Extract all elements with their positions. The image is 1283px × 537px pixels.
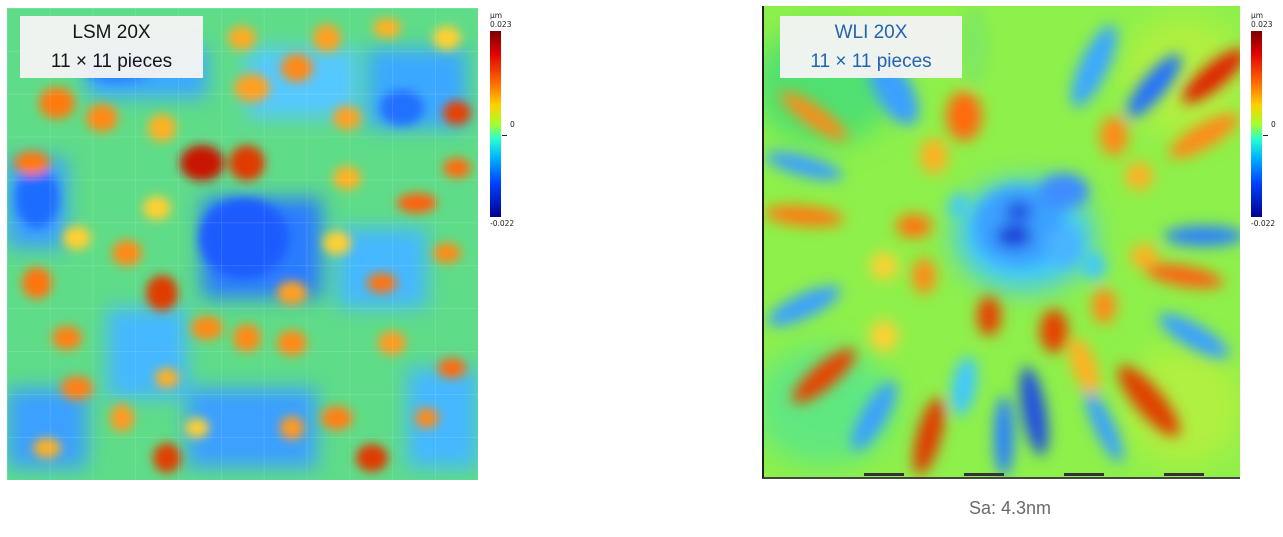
wli-scale-zero: 0 (1271, 120, 1276, 129)
wli-scale-max: 0.023 (1251, 20, 1273, 29)
lsm-color-scale: µm 0.023 0 -0.022 (490, 11, 550, 228)
wli-subtitle: 11 × 11 pieces (810, 51, 932, 72)
lsm-scale-zero: 0 (510, 120, 515, 129)
wli-label: WLI 20X 11 × 11 pieces (780, 16, 962, 78)
wli-title: WLI 20X (834, 22, 908, 43)
wli-height-map (762, 6, 1240, 479)
lsm-scale-min: -0.022 (490, 219, 515, 228)
lsm-height-map (7, 8, 478, 480)
lsm-label: LSM 20X 11 × 11 pieces (20, 16, 203, 78)
lsm-scale-unit: µm (490, 11, 503, 20)
wli-color-scale: µm 0.023 0 -0.022 (1251, 11, 1283, 228)
wli-height-map-image (764, 6, 1240, 477)
wli-scale-unit: µm (1251, 11, 1264, 20)
wli-zero-tick (1263, 135, 1268, 136)
lsm-subtitle: 11 × 11 pieces (50, 51, 173, 72)
wli-colorbar (1251, 31, 1262, 217)
lsm-height-map-image (7, 8, 478, 480)
wli-scale-min: -0.022 (1251, 219, 1276, 228)
sa-roughness-value: Sa: 4.3nm (968, 498, 1052, 518)
lsm-scale-max: 0.023 (490, 20, 512, 29)
lsm-title: LSM 20X (72, 22, 151, 43)
lsm-colorbar (490, 31, 501, 217)
lsm-zero-tick (502, 135, 507, 136)
